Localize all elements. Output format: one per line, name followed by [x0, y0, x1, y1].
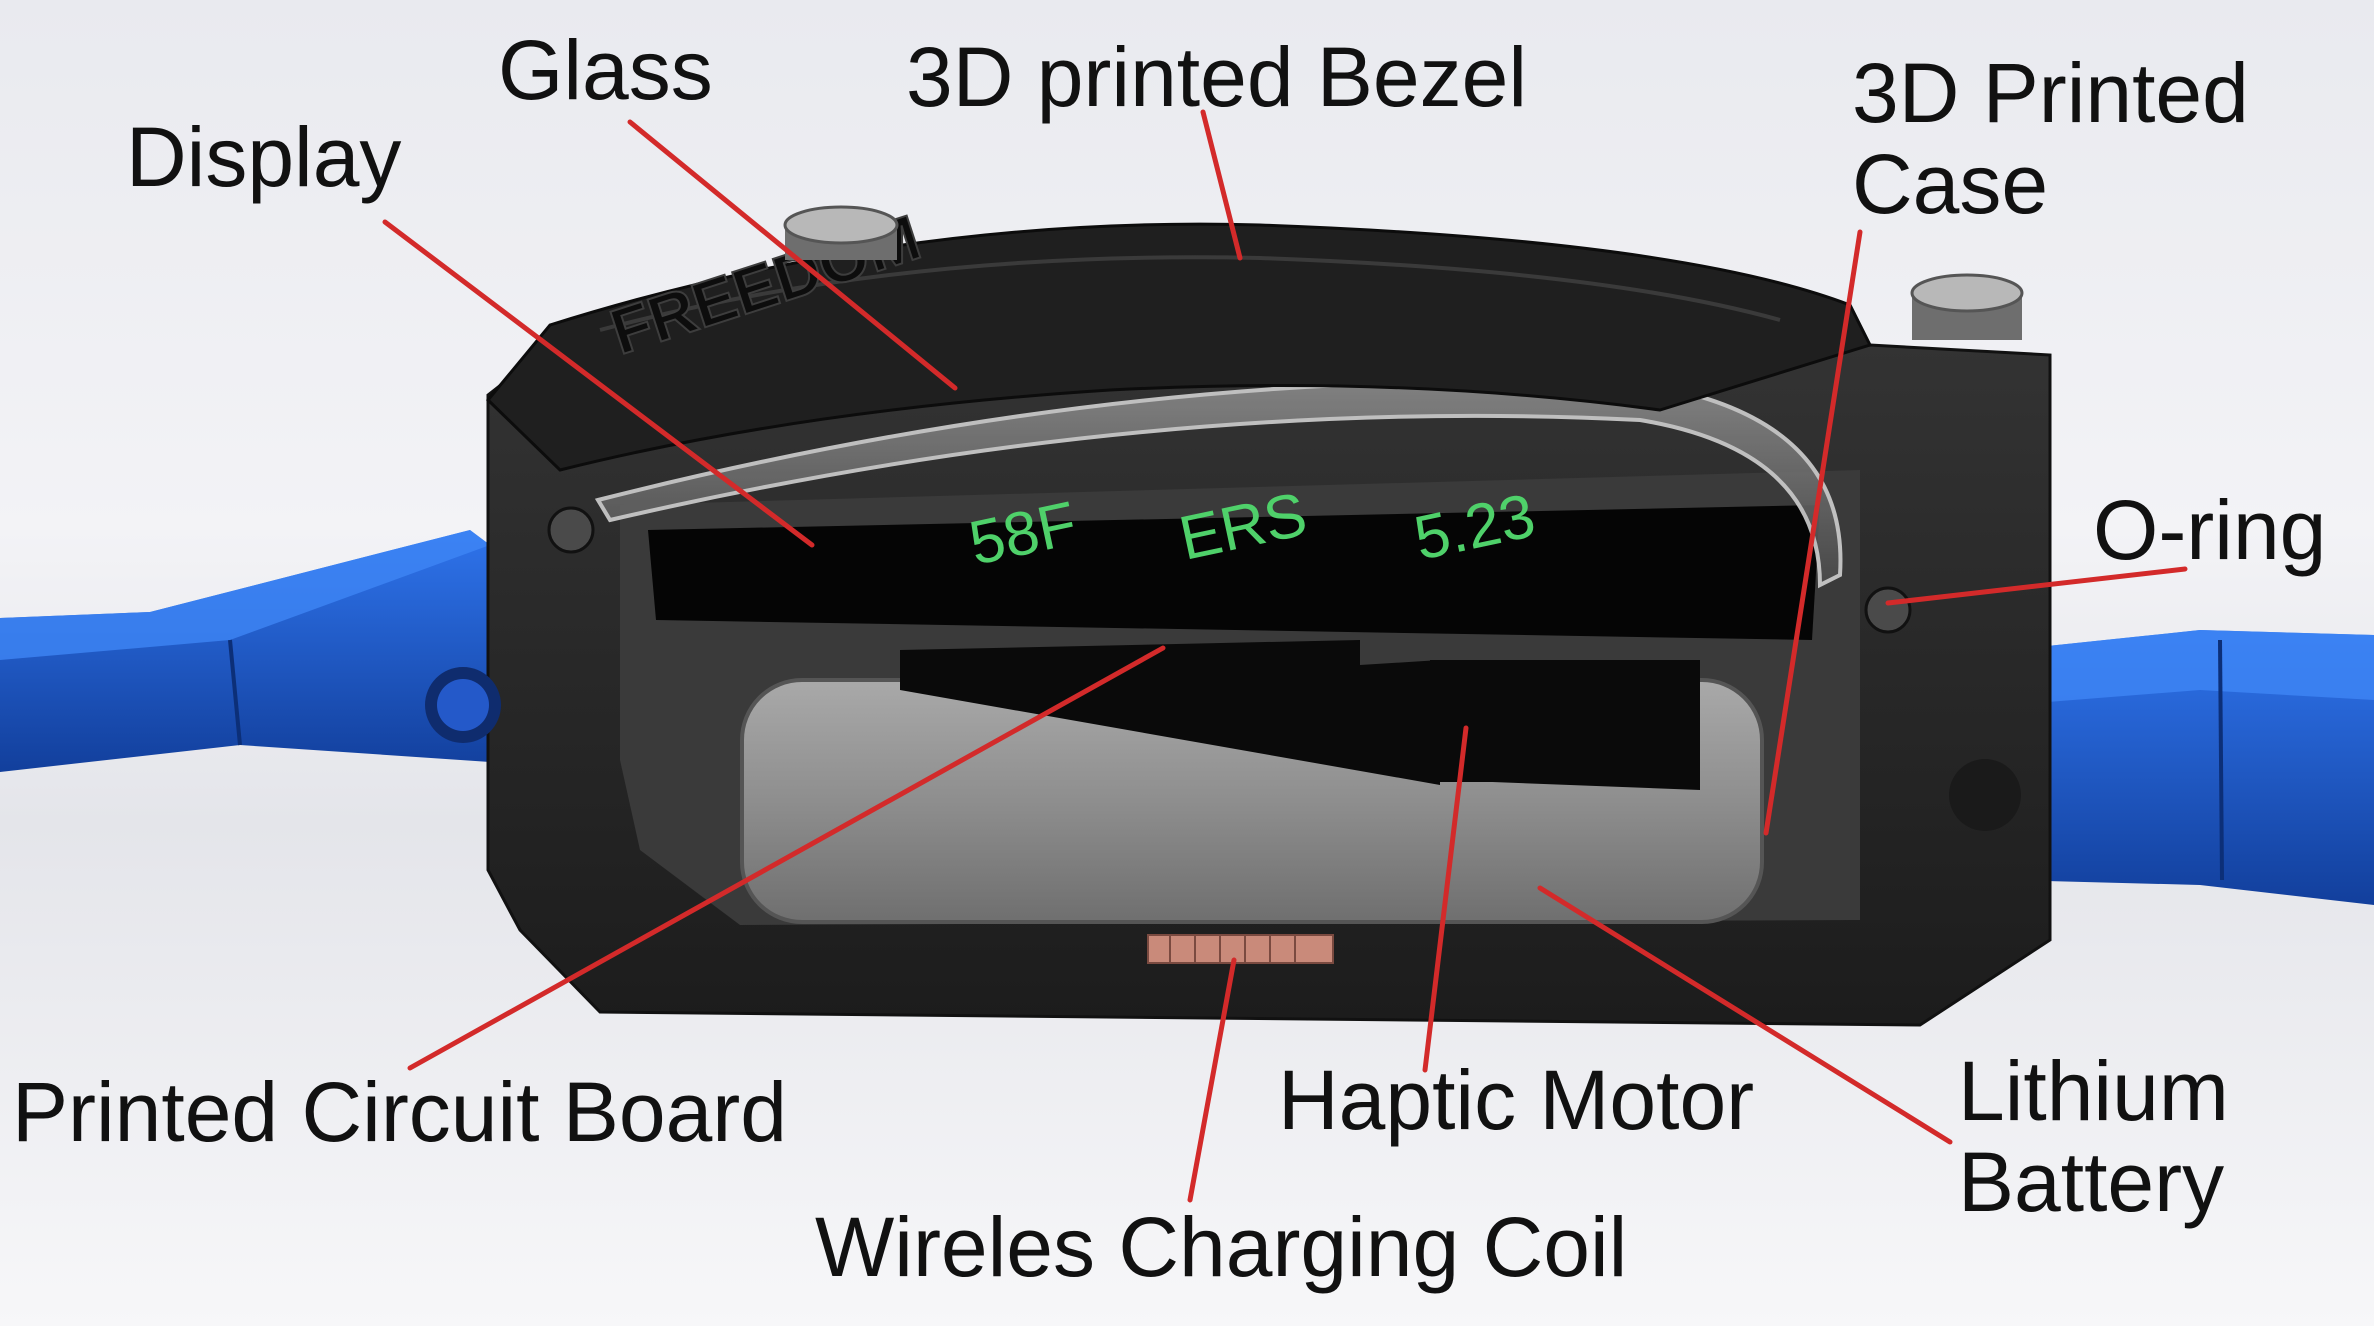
label-coil: Wireles Charging Coil — [815, 1200, 1628, 1294]
label-battery-line1: Lithium — [1958, 1044, 2229, 1138]
leader-lines — [382, 109, 2188, 1203]
printed-circuit-board — [900, 640, 1700, 790]
label-battery-line2: Battery — [1958, 1134, 2225, 1229]
label-case-line2: Case — [1852, 136, 2049, 231]
label-glass: Glass — [498, 23, 713, 117]
glass-dome — [594, 379, 1843, 589]
leader-haptic — [1422, 725, 1469, 1073]
leader-battery — [1537, 885, 1953, 1145]
label-battery: Lithium Battery — [1958, 1046, 2229, 1227]
display-module: 58F ERS 5.23 — [648, 480, 1820, 640]
label-bezel: 3D printed Bezel — [906, 30, 1528, 124]
bezel-screw-left — [783, 205, 899, 260]
label-oring: O-ring — [2093, 483, 2327, 577]
right-strap — [2010, 630, 2374, 905]
label-display: Display — [126, 110, 402, 204]
leader-display — [382, 219, 815, 548]
left-strap — [0, 530, 490, 772]
leader-pcb — [407, 645, 1166, 1071]
leader-bezel — [1200, 109, 1243, 261]
label-case: 3D Printed Case — [1852, 48, 2249, 229]
leader-glass — [627, 119, 958, 391]
wireless-charging-coil — [1147, 934, 1334, 964]
bezel-screw-right — [1910, 273, 2024, 340]
leader-oring — [1885, 566, 2188, 606]
label-case-line1: 3D Printed — [1852, 46, 2249, 140]
label-pcb: Printed Circuit Board — [12, 1065, 787, 1159]
label-haptic: Haptic Motor — [1278, 1053, 1755, 1147]
leader-coil — [1187, 957, 1237, 1203]
leader-case — [1763, 229, 1863, 836]
